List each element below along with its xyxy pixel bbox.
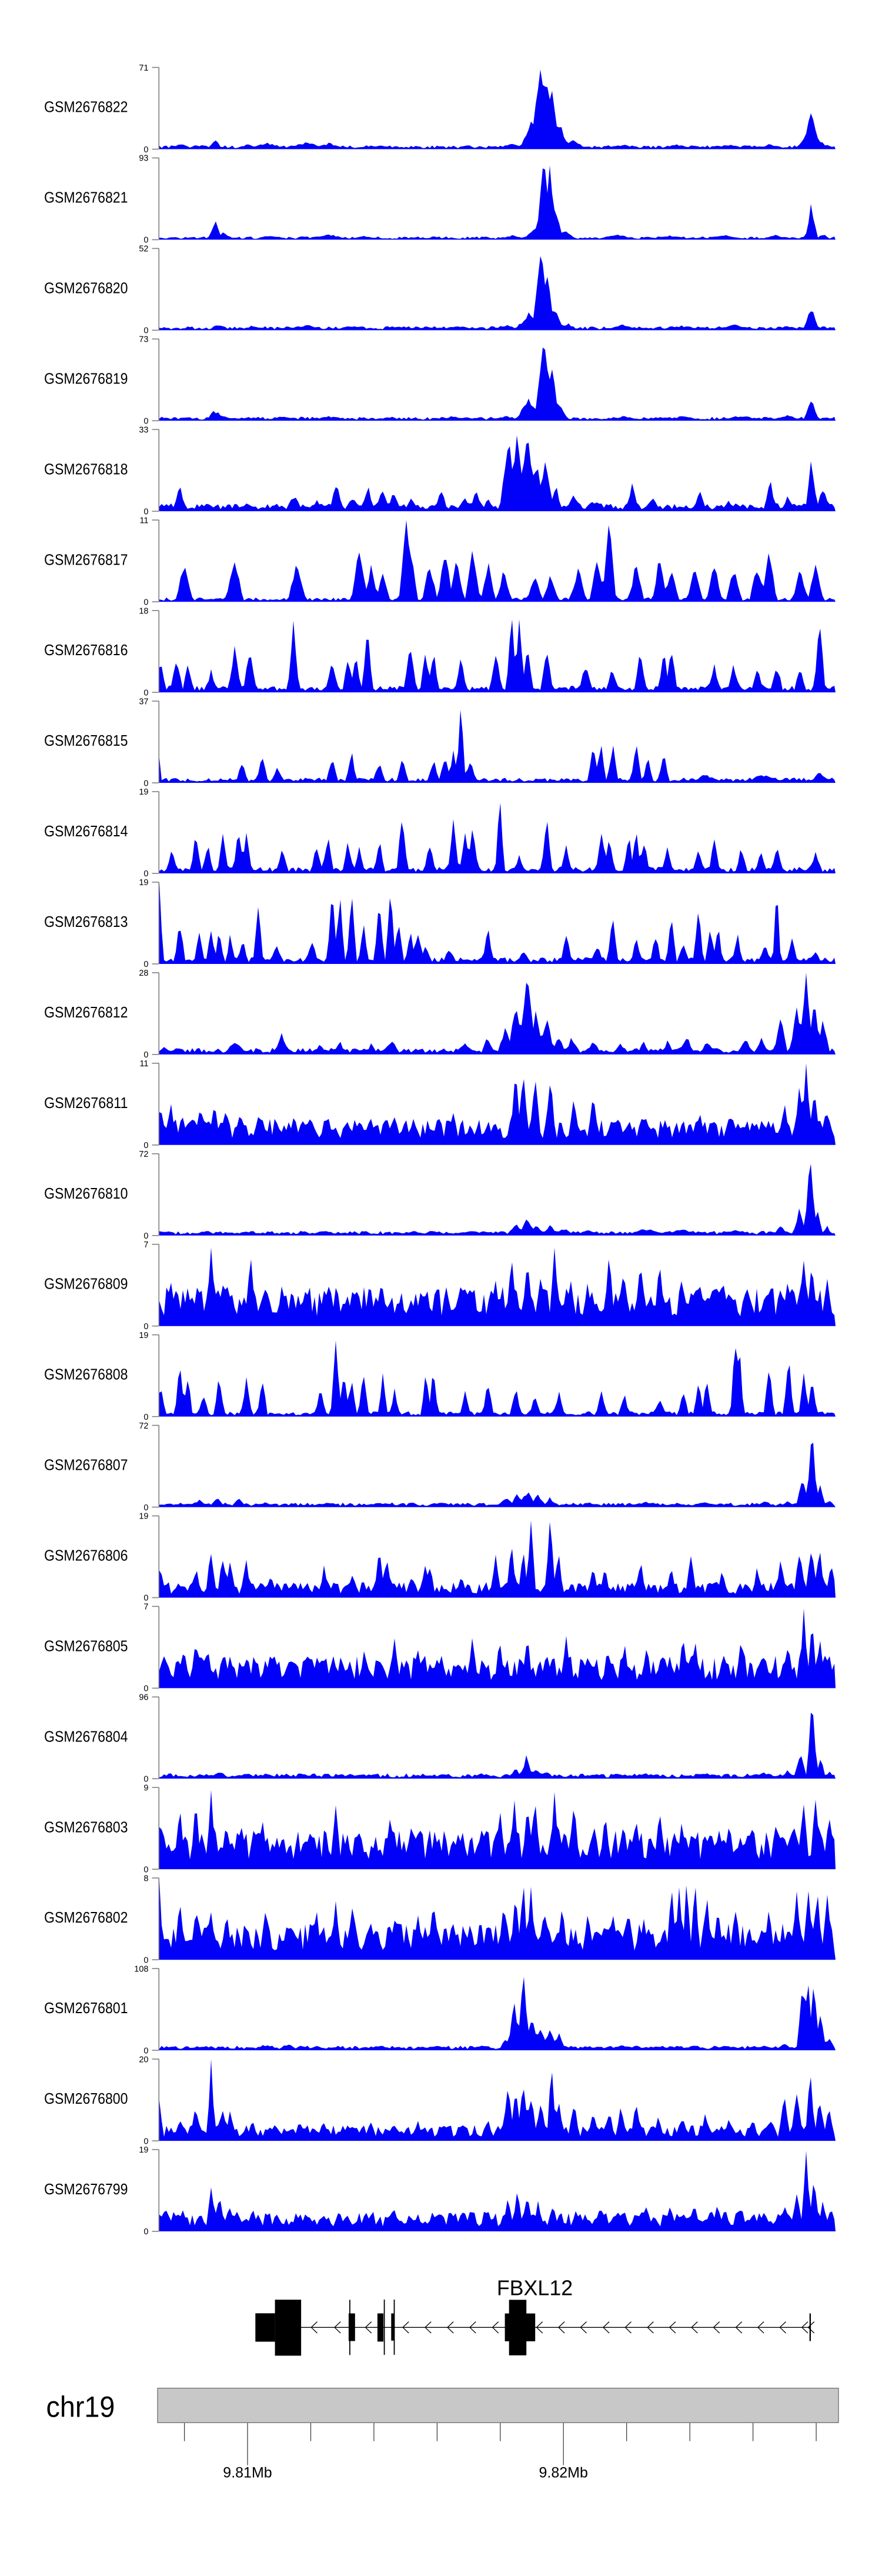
svg-text:0: 0 [143,236,148,245]
svg-text:19: 19 [139,878,148,887]
svg-text:71: 71 [139,64,148,73]
svg-text:0: 0 [143,1232,148,1241]
svg-text:GSM2676817: GSM2676817 [44,550,128,568]
svg-text:GSM2676820: GSM2676820 [44,279,128,296]
svg-text:7: 7 [143,1240,148,1250]
svg-text:33: 33 [139,426,148,435]
svg-text:GSM2676812: GSM2676812 [44,1003,128,1021]
svg-text:GSM2676819: GSM2676819 [44,369,128,387]
svg-text:GSM2676810: GSM2676810 [44,1184,128,1202]
svg-text:0: 0 [143,1956,148,1965]
svg-text:20: 20 [139,2055,148,2064]
svg-text:8: 8 [143,1874,148,1883]
svg-text:0: 0 [143,1322,148,1332]
svg-text:52: 52 [139,245,148,254]
svg-text:0: 0 [143,869,148,879]
svg-text:0: 0 [143,779,148,788]
svg-text:GSM2676803: GSM2676803 [44,1818,128,1836]
svg-text:96: 96 [139,1693,148,1703]
svg-text:19: 19 [139,1512,148,1521]
svg-text:9.82Mb: 9.82Mb [539,2464,588,2481]
svg-text:chr19: chr19 [46,2391,115,2424]
svg-text:GSM2676815: GSM2676815 [44,732,128,749]
svg-text:FBXL12: FBXL12 [497,2276,573,2300]
svg-text:GSM2676808: GSM2676808 [44,1366,128,1383]
svg-text:GSM2676802: GSM2676802 [44,1908,128,1926]
svg-text:0: 0 [143,508,148,517]
svg-text:0: 0 [143,1141,148,1150]
svg-text:0: 0 [143,2227,148,2237]
svg-text:0: 0 [143,417,148,426]
svg-text:73: 73 [139,335,148,345]
svg-text:0: 0 [143,2137,148,2146]
svg-text:72: 72 [139,1422,148,1431]
svg-text:0: 0 [143,145,148,155]
svg-text:GSM2676813: GSM2676813 [44,913,128,930]
svg-text:0: 0 [143,960,148,969]
svg-text:GSM2676814: GSM2676814 [44,822,128,840]
svg-text:0: 0 [143,688,148,698]
svg-text:0: 0 [143,2046,148,2056]
svg-text:108: 108 [134,1964,148,1974]
svg-text:0: 0 [143,1684,148,1694]
svg-text:9: 9 [143,1783,148,1793]
svg-text:0: 0 [143,326,148,336]
svg-text:GSM2676822: GSM2676822 [44,98,128,116]
svg-text:0: 0 [143,1865,148,1874]
svg-text:GSM2676807: GSM2676807 [44,1456,128,1474]
svg-text:19: 19 [139,1331,148,1340]
svg-text:GSM2676799: GSM2676799 [44,2180,128,2198]
svg-text:19: 19 [139,2145,148,2155]
svg-text:GSM2676821: GSM2676821 [44,189,128,206]
svg-text:19: 19 [139,788,148,797]
svg-text:18: 18 [139,606,148,616]
svg-text:GSM2676806: GSM2676806 [44,1546,128,1564]
svg-text:GSM2676816: GSM2676816 [44,641,128,659]
svg-text:0: 0 [143,1503,148,1513]
svg-text:93: 93 [139,154,148,163]
svg-text:GSM2676801: GSM2676801 [44,1999,128,2017]
svg-text:GSM2676811: GSM2676811 [44,1094,128,1112]
svg-text:0: 0 [143,1413,148,1422]
svg-text:28: 28 [139,969,148,978]
svg-text:GSM2676809: GSM2676809 [44,1275,128,1293]
svg-text:7: 7 [143,1603,148,1612]
svg-text:0: 0 [143,598,148,607]
svg-text:72: 72 [139,1150,148,1159]
svg-text:37: 37 [139,697,148,706]
svg-text:11: 11 [139,516,148,525]
svg-text:0: 0 [143,1775,148,1784]
svg-text:0: 0 [143,1050,148,1060]
svg-text:GSM2676800: GSM2676800 [44,2090,128,2107]
svg-text:0: 0 [143,1594,148,1603]
svg-text:GSM2676818: GSM2676818 [44,460,128,478]
svg-text:GSM2676805: GSM2676805 [44,1637,128,1654]
svg-text:11: 11 [139,1059,148,1069]
svg-text:GSM2676804: GSM2676804 [44,1727,128,1745]
svg-text:9.81Mb: 9.81Mb [223,2464,272,2481]
